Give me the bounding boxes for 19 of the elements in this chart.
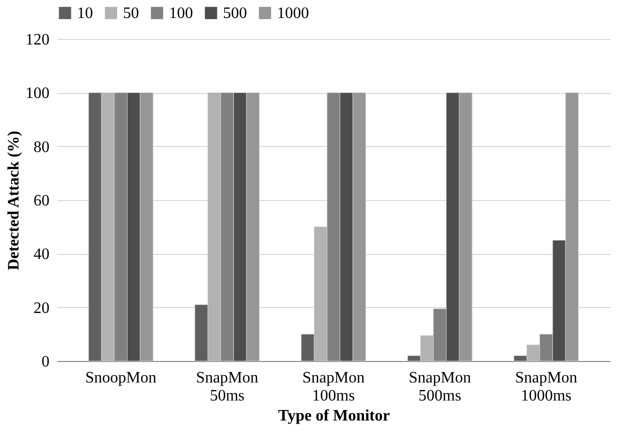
legend-label: 500 [223, 5, 247, 22]
y-tick-label: 80 [34, 138, 50, 156]
legend-label: 10 [77, 5, 93, 22]
legend-label: 100 [169, 5, 193, 22]
y-tick-label: 40 [34, 246, 50, 264]
y-tick-label: 0 [42, 354, 50, 370]
y-tick-label: 120 [26, 32, 50, 48]
x-tick-label: SnapMon 100ms [302, 370, 365, 404]
legend-label: 1000 [277, 5, 309, 22]
y-tick-label: 60 [34, 192, 50, 210]
x-tick-label: SnoopMon [85, 370, 156, 386]
y-tick-label: 20 [34, 300, 50, 317]
y-tick-label: 100 [26, 85, 50, 102]
y-axis-title: Detected Attack (%) [6, 130, 22, 270]
x-tick-label: SnapMon 500ms [408, 370, 471, 404]
x-tick-label: SnapMon 50ms [196, 370, 258, 404]
x-tick-label: SnapMon 1000ms [515, 370, 578, 404]
legend-label: 50 [123, 5, 139, 22]
x-axis-title: Type of Monitor [278, 408, 390, 424]
